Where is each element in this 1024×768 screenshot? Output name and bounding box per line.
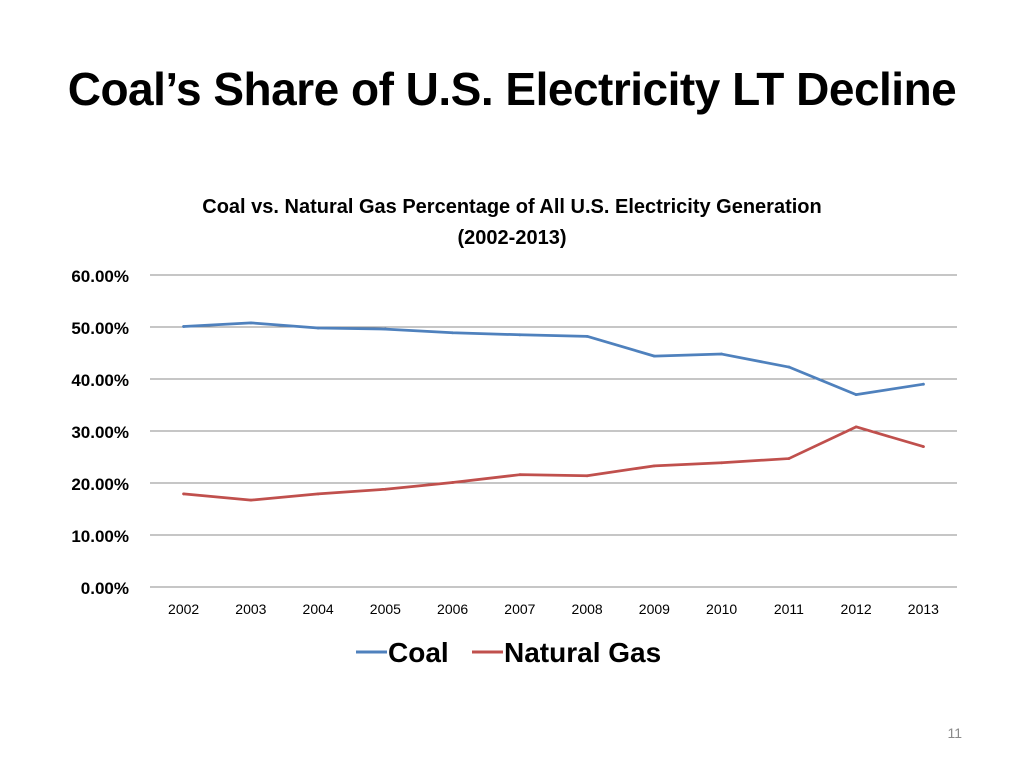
data-point-coal bbox=[787, 365, 791, 369]
data-point-natural-gas bbox=[518, 473, 522, 477]
y-tick-label: 60.00% bbox=[71, 267, 129, 286]
x-tick-label: 2005 bbox=[370, 601, 401, 617]
data-point-natural-gas bbox=[383, 487, 387, 491]
x-tick-label: 2008 bbox=[572, 601, 603, 617]
data-point-natural-gas bbox=[182, 492, 186, 496]
data-point-coal bbox=[720, 352, 724, 356]
data-point-natural-gas bbox=[652, 464, 656, 468]
data-point-natural-gas bbox=[316, 492, 320, 496]
data-point-coal bbox=[921, 382, 925, 386]
data-point-coal bbox=[652, 354, 656, 358]
data-point-natural-gas bbox=[854, 425, 858, 429]
x-tick-label: 2004 bbox=[303, 601, 334, 617]
slide-title: Coal’s Share of U.S. Electricity LT Decl… bbox=[67, 63, 957, 115]
data-point-natural-gas bbox=[787, 457, 791, 460]
x-tick-label: 2013 bbox=[908, 601, 939, 617]
x-tick-label: 2012 bbox=[841, 601, 872, 617]
x-tick-label: 2009 bbox=[639, 601, 670, 617]
data-point-natural-gas bbox=[249, 498, 253, 502]
y-tick-label: 50.00% bbox=[71, 319, 129, 338]
data-point-natural-gas bbox=[720, 461, 724, 465]
data-point-natural-gas bbox=[451, 481, 455, 484]
y-tick-label: 10.00% bbox=[71, 527, 129, 546]
data-point-coal bbox=[383, 327, 387, 331]
data-point-coal bbox=[518, 333, 522, 337]
series-line-coal bbox=[182, 321, 925, 396]
x-tick-label: 2006 bbox=[437, 601, 468, 617]
y-tick-label: 40.00% bbox=[71, 371, 129, 390]
x-tick-label: 2002 bbox=[168, 601, 199, 617]
data-point-coal bbox=[182, 325, 186, 328]
page-number: 11 bbox=[947, 725, 962, 741]
chart-title-block: Coal vs. Natural Gas Percentage of All U… bbox=[152, 192, 872, 254]
legend-label-coal: Coal bbox=[388, 637, 449, 668]
data-point-natural-gas bbox=[921, 445, 925, 448]
data-point-natural-gas bbox=[585, 474, 589, 478]
y-axis-tick-labels: 0.00% 10.00% 20.00% 30.00% 40.00% 50.00% 60.00… bbox=[71, 267, 129, 598]
data-point-coal bbox=[249, 321, 253, 325]
x-tick-label: 2007 bbox=[504, 601, 535, 617]
y-tick-label: 20.00% bbox=[71, 475, 129, 494]
legend: Coal Natural Gas bbox=[356, 637, 661, 668]
y-tick-label: 0.00% bbox=[81, 579, 129, 598]
data-point-coal bbox=[854, 393, 858, 396]
x-tick-label: 2010 bbox=[706, 601, 737, 617]
series-lines bbox=[182, 321, 925, 502]
y-tick-label: 30.00% bbox=[71, 423, 129, 442]
data-point-coal bbox=[316, 326, 320, 330]
x-axis-tick-labels: 2002 2003 2004 2005 2006 2007 2008 2009 2010 2011… bbox=[168, 601, 939, 617]
data-point-coal bbox=[451, 331, 455, 335]
series-line-natural-gas bbox=[182, 425, 925, 502]
gridlines bbox=[150, 274, 957, 588]
x-tick-label: 2003 bbox=[235, 601, 266, 617]
chart-subtitle: (2002-2013) bbox=[457, 227, 567, 249]
x-tick-label: 2011 bbox=[774, 601, 804, 617]
chart-title: Coal vs. Natural Gas Percentage of All U… bbox=[202, 196, 822, 218]
legend-label-natural-gas: Natural Gas bbox=[504, 637, 661, 668]
data-point-coal bbox=[585, 334, 589, 338]
